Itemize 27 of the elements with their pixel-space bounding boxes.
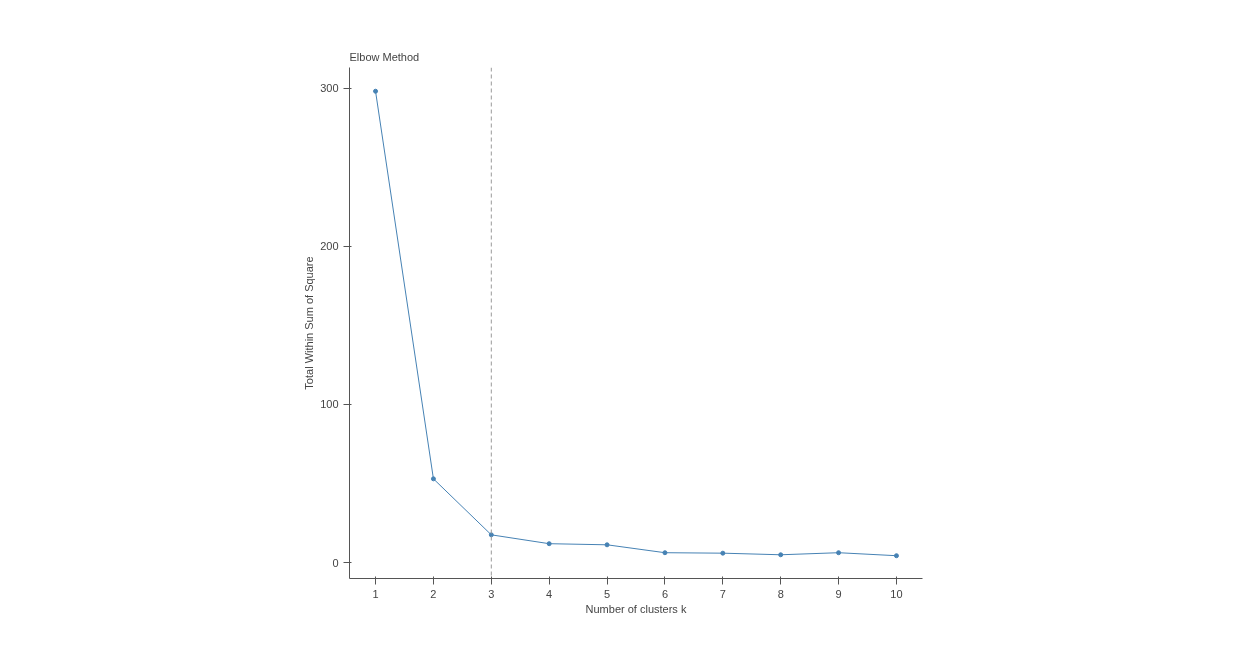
x-tick-label: 9: [835, 587, 842, 600]
y-tick-label: 300: [320, 82, 339, 95]
point: [430, 476, 436, 482]
x-tick-label: 2: [430, 587, 437, 600]
y-tick-label: 0: [332, 556, 339, 569]
point: [662, 550, 668, 556]
x-tick-label: 6: [661, 587, 669, 600]
x-axis-title: Number of clusters k: [585, 602, 687, 615]
point: [604, 542, 610, 548]
point: [893, 553, 899, 559]
x-tick-label: 8: [777, 587, 784, 600]
x-tick-label: 5: [604, 587, 611, 600]
x-tick-label: 10: [890, 587, 903, 600]
x-tick-label: 4: [546, 587, 553, 600]
point: [488, 532, 494, 538]
y-axis-title: Total Within Sum of Square: [303, 256, 316, 390]
chart-title: Elbow Method: [349, 50, 420, 63]
y-tick-label: 200: [320, 240, 339, 253]
point: [373, 88, 379, 94]
x-tick-label: 3: [488, 587, 495, 600]
point: [836, 550, 842, 556]
x-tick-label: 7: [719, 587, 726, 600]
point: [546, 541, 552, 547]
point: [778, 552, 784, 558]
x-tick-label: 1: [372, 587, 379, 600]
y-tick-label: 100: [320, 398, 339, 411]
point: [720, 550, 726, 556]
